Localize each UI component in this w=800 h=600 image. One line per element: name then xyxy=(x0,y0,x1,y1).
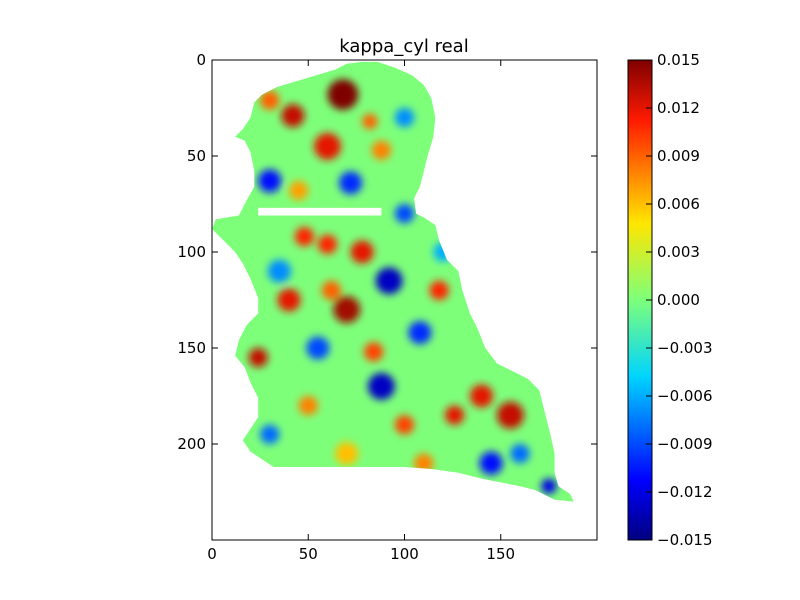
colorbar-tick-label: −0.003 xyxy=(657,339,713,357)
kappa-hotspot xyxy=(294,227,315,247)
kappa-hotspot xyxy=(277,288,301,312)
kappa-hotspot xyxy=(335,442,359,466)
plot-area: 0 50 100 150 0 50 100 150 200 xyxy=(177,51,598,563)
kappa-hotspot xyxy=(333,296,361,324)
kappa-hotspot xyxy=(339,171,363,195)
kappa-hotspot xyxy=(394,203,415,224)
colorbar-ticks xyxy=(646,59,652,541)
kappa-hotspot xyxy=(429,280,449,301)
kappa-hotspot xyxy=(327,79,359,110)
x-tick-labels: 0 50 100 150 xyxy=(207,545,515,563)
colorbar-tick-label: 0.012 xyxy=(657,99,700,117)
colorbar-tick-label: 0.000 xyxy=(657,291,700,309)
colorbar: 0.015 0.012 0.009 0.006 0.003 0.000 −0.003 −0.0… xyxy=(627,51,713,549)
field-base xyxy=(212,61,574,502)
kappa-hotspot xyxy=(260,90,280,110)
kappa-hotspot xyxy=(362,113,378,130)
kappa-hotspot xyxy=(367,372,395,400)
hotspot-layer xyxy=(248,79,557,494)
colorbar-tick-label: 0.003 xyxy=(657,243,700,261)
x-tick-label: 50 xyxy=(299,545,318,563)
kappa-hotspot xyxy=(350,240,374,264)
y-tick-label: 50 xyxy=(187,147,206,165)
x-tick-label: 0 xyxy=(207,545,217,563)
kappa-hotspot xyxy=(444,405,465,425)
y-tick-labels: 0 50 100 150 200 xyxy=(177,51,206,453)
colorbar-tick-label: −0.009 xyxy=(657,435,713,453)
kappa-field xyxy=(212,61,574,502)
kappa-hotspot xyxy=(469,384,494,408)
x-tick-label: 150 xyxy=(486,545,515,563)
colorbar-tick-label: 0.015 xyxy=(657,51,700,69)
kappa-hotspot xyxy=(321,280,341,301)
colorbar-tick-label: −0.012 xyxy=(657,483,713,501)
kappa-hotspot xyxy=(267,259,291,283)
kappa-hotspot xyxy=(248,347,268,368)
kappa-hotspot xyxy=(371,140,392,160)
colorbar-tick-label: 0.006 xyxy=(657,195,700,213)
kappa-hotspot xyxy=(541,478,557,494)
kappa-hotspot xyxy=(298,395,318,416)
axis-ticks xyxy=(211,59,597,540)
colorbar-tick-label: 0.009 xyxy=(657,147,700,165)
kappa-hotspot xyxy=(394,107,415,128)
kappa-hotspot xyxy=(479,451,503,475)
colorbar-tick-label: −0.006 xyxy=(657,387,713,405)
y-tick-label: 200 xyxy=(177,435,206,453)
kappa-hotspot xyxy=(375,267,403,295)
colorbar-tick-label: −0.015 xyxy=(657,531,713,549)
kappa-hotspot xyxy=(317,234,338,254)
kappa-hotspot xyxy=(306,336,330,360)
y-tick-label: 150 xyxy=(177,339,206,357)
colorbar-tick-labels: 0.015 0.012 0.009 0.006 0.003 0.000 −0.003 −0.0… xyxy=(657,51,713,549)
kappa-hotspot xyxy=(364,342,384,362)
kappa-hotspot xyxy=(510,443,530,464)
kappa-hotspot xyxy=(394,415,415,435)
y-tick-label: 0 xyxy=(196,51,206,69)
kappa-hotspot xyxy=(289,180,309,201)
data-gap-band xyxy=(258,207,382,216)
kappa-hotspot xyxy=(258,169,282,193)
kappa-hotspot xyxy=(314,132,341,160)
kappa-hotspot xyxy=(433,242,453,262)
y-tick-label: 100 xyxy=(177,243,206,261)
kappa-hotspot xyxy=(414,453,434,473)
kappa-hotspot xyxy=(260,424,280,445)
x-tick-label: 100 xyxy=(390,545,419,563)
chart-title: kappa_cyl real xyxy=(339,36,468,57)
kappa-hotspot xyxy=(281,104,305,128)
kappa-hotspot xyxy=(496,401,524,429)
kappa-hotspot xyxy=(408,321,432,345)
